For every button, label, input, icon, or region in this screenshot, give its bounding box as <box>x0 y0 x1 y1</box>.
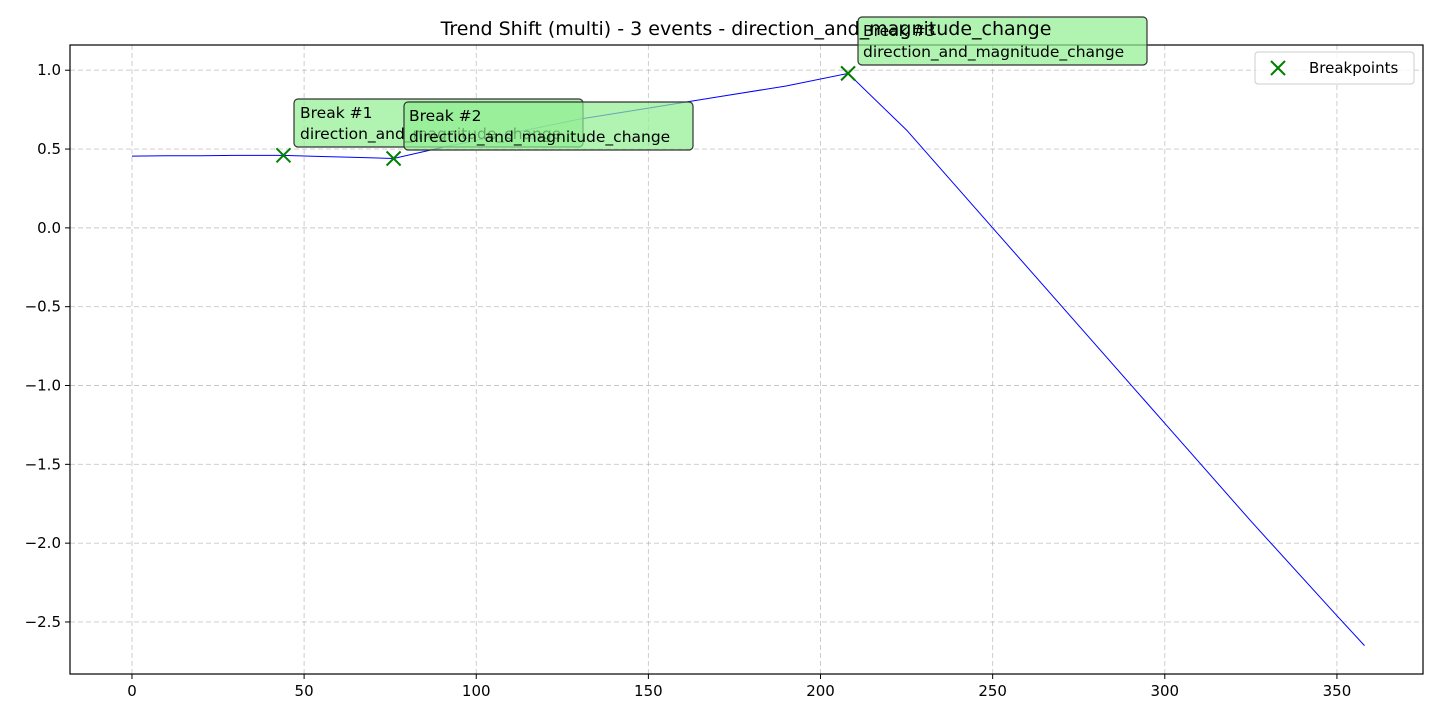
breakpoint-markers <box>275 65 856 167</box>
x-tick-label: 200 <box>806 682 835 700</box>
x-tick-label: 250 <box>978 682 1007 700</box>
breakpoint-marker <box>840 65 856 82</box>
x-tick-label: 300 <box>1150 682 1179 700</box>
x-tick-label: 50 <box>295 682 314 700</box>
plot-frame <box>69 44 1424 675</box>
legend-box <box>1254 51 1415 85</box>
legend: Breakpoints <box>1254 51 1415 85</box>
y-tick-label: −2.5 <box>25 613 61 631</box>
x-tick-label: 100 <box>462 682 491 700</box>
annotation-line-1: Break #3 <box>863 22 935 40</box>
legend-marker-icon <box>1270 60 1286 76</box>
annotation-break-2: Break #2 direction_and_magnitude_change <box>403 101 694 151</box>
y-tick-label: 1.0 <box>37 61 61 79</box>
annotation-box <box>403 101 694 151</box>
y-tick-label: −0.5 <box>25 298 61 316</box>
annotation-line-1: Break #1 <box>300 104 372 122</box>
x-axis-ticks: 0 50 100 150 200 250 300 350 <box>127 674 1351 700</box>
annotation-break-3: Break #3 direction_and_magnitude_change <box>857 16 1148 66</box>
chart-title: Trend Shift (multi) - 3 events - directi… <box>440 18 1052 40</box>
x-tick-label: 150 <box>634 682 663 700</box>
y-tick-label: −2.0 <box>25 534 61 552</box>
y-tick-label: −1.5 <box>25 455 61 473</box>
annotation-line-2: direction_and_magnitude_change <box>409 128 670 147</box>
breakpoint-marker <box>275 147 292 164</box>
y-axis-ticks: 1.0 0.5 0.0 −0.5 −1.0 −1.5 −2.0 −2.5 <box>25 61 70 631</box>
legend-label: Breakpoints <box>1309 59 1398 77</box>
annotation-line-2: direction_and_magnitude_change <box>863 43 1124 62</box>
y-tick-label: −1.0 <box>25 377 61 395</box>
x-tick-label: 0 <box>127 682 137 700</box>
annotation-box <box>857 16 1148 66</box>
y-tick-label: 0.0 <box>37 219 61 237</box>
annotations: Break #1 direction_and_magnitude_change … <box>293 16 1148 151</box>
annotation-line-1: Break #2 <box>409 107 481 125</box>
grid-lines <box>70 45 1423 674</box>
breakpoint-marker <box>385 150 402 167</box>
marker-stroke <box>275 147 292 164</box>
y-tick-label: 0.5 <box>37 140 61 158</box>
marker-stroke <box>840 65 856 82</box>
x-tick-label: 350 <box>1323 682 1352 700</box>
marker-stroke <box>385 150 402 167</box>
